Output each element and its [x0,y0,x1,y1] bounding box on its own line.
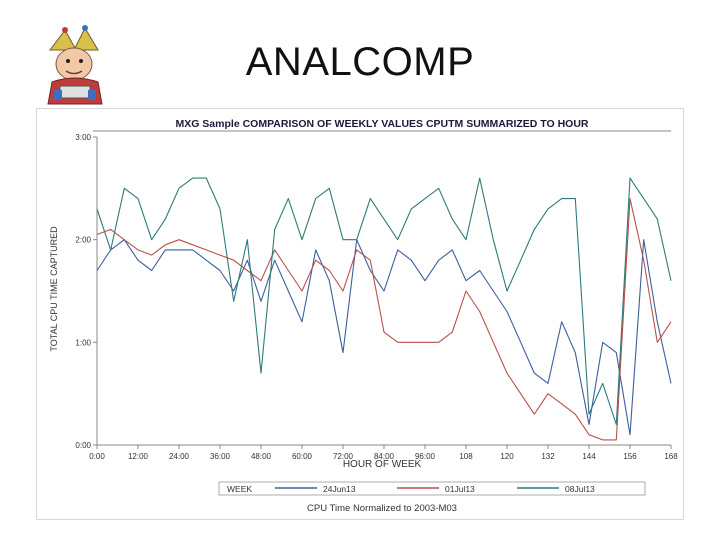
series-line-24jun13 [96,239,672,436]
x-tick-label: 84:00 [374,452,395,461]
x-tick-label: 12:00 [128,452,149,461]
series-line-01jul13 [96,198,672,441]
series-layer [96,177,672,441]
slide-title: ANALCOMP [245,40,475,84]
x-tick-label: 108 [459,452,473,461]
x-axis-label: HOUR OF WEEK [343,459,422,470]
x-tick-label: 36:00 [210,452,231,461]
y-tick-label: 0:00 [75,441,91,450]
jester-mascot-icon [47,25,103,105]
x-tick-label: 0:00 [89,452,105,461]
series-line-08jul13 [96,177,672,426]
x-tick-label: 24:00 [169,452,190,461]
x-tick-label: 60:00 [292,452,313,461]
chart-frame: MXG Sample COMPARISON OF WEEKLY VALUES C… [36,108,684,520]
x-tick-label: 72:00 [333,452,354,461]
y-tick-label: 3:00 [75,133,91,142]
x-tick-label: 48:00 [251,452,272,461]
x-tick-label: 156 [623,452,637,461]
y-tick-label: 1:00 [75,338,91,347]
legend-item-label: 24Jun13 [323,484,356,494]
legend-title: WEEK [227,484,252,494]
x-tick-label: 96:00 [415,452,436,461]
x-tick-label: 144 [582,452,596,461]
chart-title: MXG Sample COMPARISON OF WEEKLY VALUES C… [175,118,588,130]
legend-box [218,481,646,496]
chart-svg: MXG Sample COMPARISON OF WEEKLY VALUES C… [49,118,678,514]
y-axis-label: TOTAL CPU TIME CAPTURED [49,226,59,352]
legend-item-label: 08Jul13 [565,484,595,494]
x-tick-label: 120 [500,452,514,461]
chart-footnote: CPU Time Normalized to 2003-M03 [307,503,457,514]
x-tick-label: 168 [664,452,678,461]
y-tick-label: 2:00 [75,236,91,245]
x-tick-label: 132 [541,452,555,461]
legend-item-label: 01Jul13 [445,484,475,494]
axes-layer: 0:00 1:00 2:00 3:00 0:00 12:00 24:00 36:00 48:00… [75,133,678,461]
legend: WEEK 24Jun13 01Jul13 08Jul13 [218,481,646,496]
